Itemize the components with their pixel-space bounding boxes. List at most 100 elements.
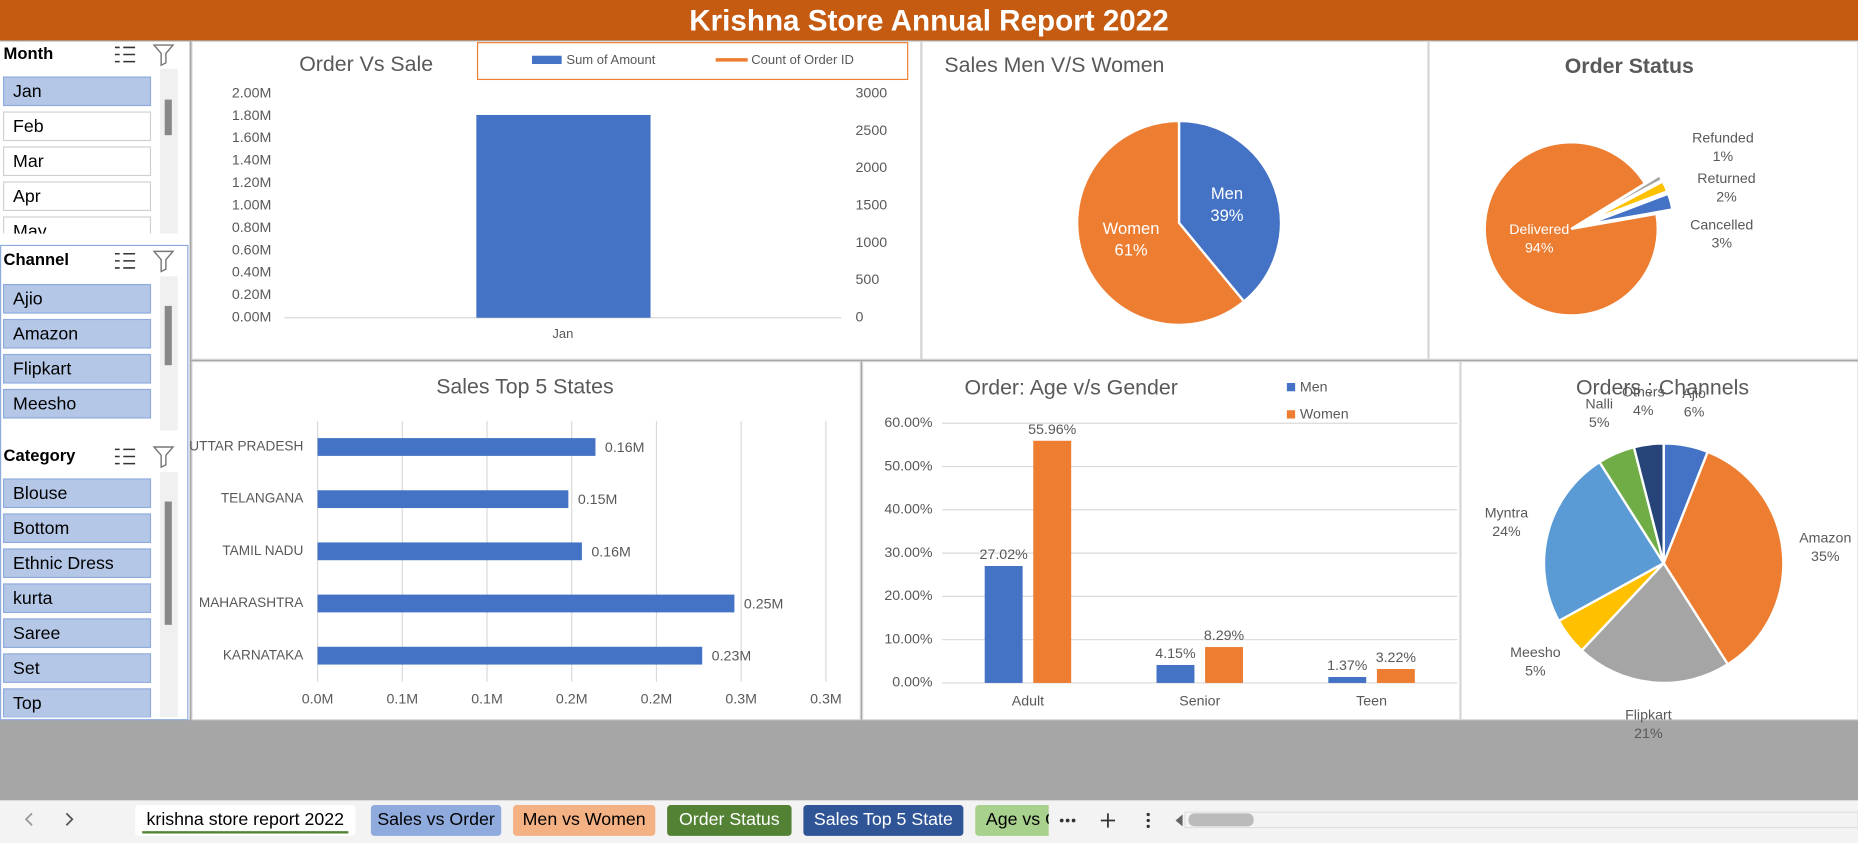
- slicer-item-label[interactable]: Blouse: [13, 483, 67, 503]
- y2-tick-label: 1500: [856, 197, 888, 213]
- slicer-item[interactable]: [2, 478, 152, 509]
- y2-tick-label: 0: [856, 310, 864, 326]
- y-tick-label: TELANGANA: [221, 491, 304, 506]
- slicer-item-label[interactable]: Amazon: [13, 324, 78, 344]
- data-label: 0.15M: [578, 492, 618, 508]
- pie-slice: [1632, 442, 1665, 564]
- slicer-item-label[interactable]: Flipkart: [13, 359, 71, 379]
- y-tick-label: 1.00M: [232, 197, 272, 213]
- slicer-item-label[interactable]: Ajio: [13, 289, 43, 309]
- slicer-item[interactable]: [2, 318, 152, 349]
- pie-slice: [1580, 561, 1730, 685]
- scroll-thumb[interactable]: [164, 501, 172, 625]
- sheet-tab[interactable]: [370, 805, 502, 836]
- multi-select-icon[interactable]: [114, 448, 136, 465]
- slicer-item[interactable]: [2, 283, 152, 314]
- legend-label: Men: [1300, 379, 1328, 395]
- clear-filter-icon[interactable]: [152, 44, 175, 67]
- x-tick-label: Teen: [1356, 694, 1387, 710]
- slicer-item-label[interactable]: Apr: [13, 186, 41, 206]
- pie-value-label: 35%: [1811, 549, 1840, 565]
- clear-filter-icon[interactable]: [152, 250, 175, 273]
- y-tick-label: UTTAR PRADESH: [189, 439, 303, 454]
- pie-value-label: 6%: [1684, 405, 1705, 421]
- slicer-item-label[interactable]: Saree: [13, 623, 61, 643]
- sheet-tab-label[interactable]: Men vs Women: [523, 809, 646, 829]
- scroll-thumb[interactable]: [164, 99, 172, 136]
- pie-label: Others: [1622, 385, 1665, 401]
- clear-filter-icon[interactable]: [152, 446, 175, 469]
- slicer-item[interactable]: [2, 181, 152, 212]
- x-tick-label: Adult: [1012, 694, 1044, 710]
- pie-slice: [1483, 141, 1659, 317]
- slicer-item-label[interactable]: Top: [13, 693, 42, 713]
- sheet-tab-label[interactable]: krishna store report 2022: [147, 809, 344, 829]
- bar: [1205, 647, 1244, 683]
- multi-select-icon[interactable]: [114, 46, 136, 63]
- options[interactable]: [1146, 812, 1150, 829]
- y-tick-label: 0.80M: [232, 220, 272, 236]
- slicer-item-label[interactable]: Mar: [13, 151, 44, 171]
- sheet-tab-label[interactable]: Order Status: [679, 809, 780, 829]
- add-sheet[interactable]: [1100, 813, 1116, 828]
- slicer-item[interactable]: [2, 388, 152, 419]
- bar: [984, 566, 1023, 683]
- y2-tick-label: 1000: [856, 235, 888, 251]
- sheet-tab[interactable]: [513, 805, 656, 836]
- slicer-item[interactable]: [2, 146, 152, 177]
- pie-value-label: 3%: [1711, 236, 1732, 252]
- slicer-item-label[interactable]: Feb: [13, 116, 44, 136]
- y-tick-label: 2.00M: [232, 85, 272, 101]
- slicer-item-label[interactable]: kurta: [13, 588, 53, 608]
- bar: [317, 594, 735, 613]
- tabs: krishna store report 2022 Sales vs Order M…: [135, 805, 1066, 836]
- next-sheet[interactable]: [65, 812, 74, 826]
- pie-label: Meesho: [1510, 645, 1561, 661]
- y-tick-label: 50.00%: [884, 458, 933, 474]
- legend-label: Women: [1300, 407, 1349, 423]
- slicer-item[interactable]: [2, 653, 152, 683]
- slicer-item-label[interactable]: Set: [13, 658, 40, 678]
- slicer-item[interactable]: [2, 111, 152, 142]
- more-sheets[interactable]: [1059, 818, 1076, 823]
- sheet-tab[interactable]: [135, 805, 356, 836]
- data-label: 27.02%: [980, 547, 1029, 563]
- slicer-item-label[interactable]: Ethnic Dress: [13, 553, 114, 573]
- y-tick-label: 1.60M: [232, 130, 272, 146]
- prev-sheet[interactable]: [24, 812, 33, 826]
- slicer-item-label[interactable]: Jan: [13, 81, 42, 101]
- slicer-item[interactable]: [2, 583, 152, 613]
- legend-swatch: [1286, 410, 1296, 419]
- sheet-tab-label[interactable]: Sales Top 5 State: [814, 809, 953, 829]
- slicer-item[interactable]: [2, 216, 152, 245]
- bar: [1376, 669, 1415, 683]
- legend-swatch: [532, 55, 562, 65]
- slicer-item[interactable]: [2, 618, 152, 648]
- slicer-item[interactable]: [2, 548, 152, 579]
- slicer-item[interactable]: [2, 688, 152, 718]
- scroll-thumb[interactable]: [164, 305, 172, 366]
- sheet-tab-label[interactable]: Sales vs Order: [377, 809, 495, 829]
- slicer-item-label[interactable]: May: [13, 221, 47, 241]
- slicer-item[interactable]: [2, 353, 152, 384]
- slicer-item[interactable]: [2, 513, 152, 544]
- scroll-thumb[interactable]: [1188, 813, 1254, 827]
- multi-select-icon[interactable]: [114, 252, 136, 269]
- slicer-item-label[interactable]: Bottom: [13, 518, 69, 538]
- sheet-tab[interactable]: [667, 805, 792, 836]
- sheet-tab[interactable]: [975, 805, 1066, 836]
- pie-label: Nalli: [1585, 397, 1613, 413]
- sheet-tab-label[interactable]: Age vs G: [986, 809, 1059, 829]
- slicer-item[interactable]: [2, 76, 152, 107]
- scroll-left[interactable]: [1175, 814, 1183, 827]
- sheet-tab[interactable]: [803, 805, 964, 836]
- slicer-item-label[interactable]: Meesho: [13, 394, 76, 414]
- slicer-title: Category: [4, 446, 77, 465]
- pie-slice: [1662, 450, 1785, 666]
- chart-title: Sales Men V/S Women: [944, 53, 1164, 77]
- dashboard-title: Krishna Store Annual Report 2022: [689, 4, 1168, 37]
- pie-value-label: 94%: [1525, 240, 1554, 256]
- data-label: 0.23M: [712, 649, 752, 665]
